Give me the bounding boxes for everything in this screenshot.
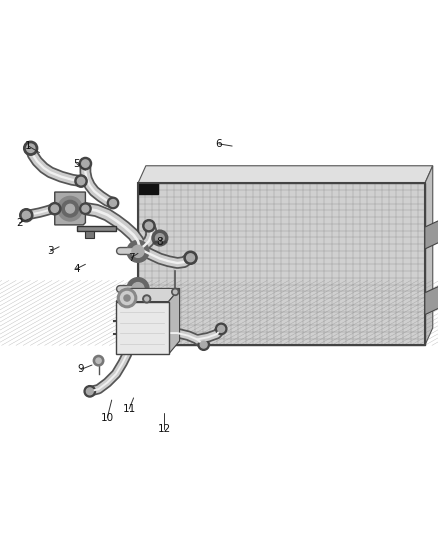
Circle shape <box>86 388 93 395</box>
Circle shape <box>96 358 101 364</box>
Circle shape <box>127 240 149 262</box>
Text: 4: 4 <box>73 264 80 273</box>
Text: 12: 12 <box>158 424 171 433</box>
Circle shape <box>93 356 104 366</box>
Polygon shape <box>169 288 180 354</box>
Circle shape <box>66 204 74 213</box>
Circle shape <box>215 323 227 335</box>
Circle shape <box>79 157 92 169</box>
Circle shape <box>124 295 130 301</box>
Text: 10: 10 <box>101 413 114 423</box>
Circle shape <box>172 288 179 295</box>
Circle shape <box>20 209 33 222</box>
Circle shape <box>24 141 38 155</box>
Circle shape <box>132 282 144 295</box>
Circle shape <box>187 254 194 262</box>
Circle shape <box>120 292 134 304</box>
Text: 1: 1 <box>25 141 32 151</box>
Text: 11: 11 <box>123 404 136 414</box>
Circle shape <box>107 197 119 209</box>
Circle shape <box>84 386 95 397</box>
Circle shape <box>143 295 151 303</box>
Polygon shape <box>116 302 169 354</box>
Circle shape <box>110 199 117 206</box>
Text: 2: 2 <box>16 217 23 228</box>
Circle shape <box>62 200 78 217</box>
Circle shape <box>82 160 89 167</box>
Polygon shape <box>138 183 158 194</box>
Polygon shape <box>138 166 433 183</box>
Circle shape <box>143 220 155 232</box>
Circle shape <box>132 245 144 257</box>
Circle shape <box>78 177 85 185</box>
Polygon shape <box>425 166 433 345</box>
Polygon shape <box>125 326 142 341</box>
Polygon shape <box>125 314 138 328</box>
Circle shape <box>145 222 152 229</box>
Circle shape <box>75 175 87 187</box>
Text: 3: 3 <box>47 246 54 256</box>
Circle shape <box>26 144 35 152</box>
Text: 5: 5 <box>73 159 80 168</box>
Polygon shape <box>425 219 438 249</box>
Circle shape <box>51 205 58 212</box>
Polygon shape <box>85 231 94 238</box>
Circle shape <box>155 233 164 243</box>
Circle shape <box>218 326 225 332</box>
Text: 7: 7 <box>128 253 135 263</box>
Text: 8: 8 <box>156 237 163 247</box>
Circle shape <box>127 278 149 300</box>
Text: 9: 9 <box>78 365 85 374</box>
Circle shape <box>80 203 91 214</box>
Circle shape <box>117 288 137 308</box>
Polygon shape <box>116 288 180 302</box>
Polygon shape <box>55 192 85 225</box>
Circle shape <box>173 290 177 294</box>
Polygon shape <box>77 226 116 231</box>
Circle shape <box>22 211 30 219</box>
Polygon shape <box>138 183 425 345</box>
Polygon shape <box>425 284 438 314</box>
Circle shape <box>58 197 82 221</box>
Circle shape <box>145 297 149 301</box>
Circle shape <box>152 230 168 246</box>
Circle shape <box>198 339 209 350</box>
Circle shape <box>82 205 89 212</box>
Circle shape <box>200 341 207 348</box>
Text: 6: 6 <box>215 139 223 149</box>
Circle shape <box>49 203 61 215</box>
Circle shape <box>184 251 197 264</box>
